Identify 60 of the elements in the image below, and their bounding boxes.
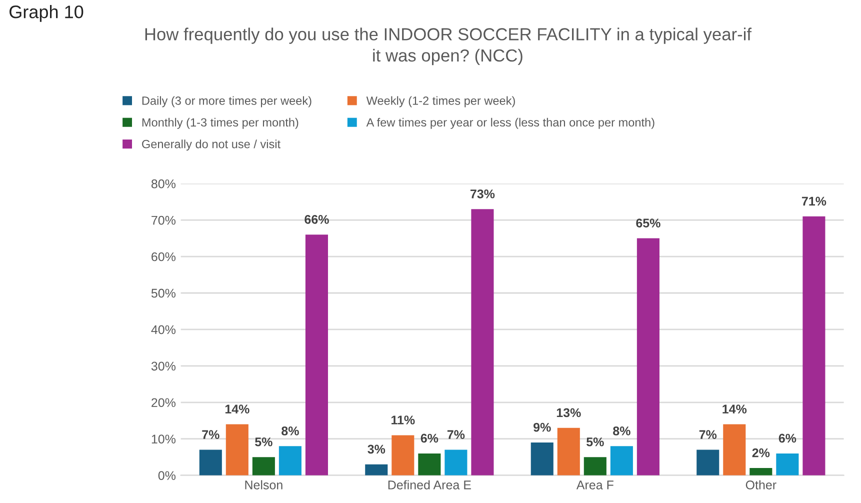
data-label: 8% bbox=[613, 426, 630, 436]
bar bbox=[305, 234, 328, 476]
data-label: 6% bbox=[778, 434, 796, 443]
data-label: 8% bbox=[282, 426, 299, 436]
data-label: 66% bbox=[304, 214, 329, 224]
bar bbox=[696, 450, 720, 476]
y-tick-label: 30% bbox=[151, 362, 176, 371]
legend-label: Weekly (1-2 times per week) bbox=[366, 96, 515, 108]
bar bbox=[584, 457, 606, 476]
data-label: 5% bbox=[586, 437, 604, 446]
bar bbox=[418, 453, 441, 476]
bar bbox=[199, 450, 222, 476]
y-tick-label: 50% bbox=[151, 288, 176, 298]
y-tick-label: 40% bbox=[151, 325, 176, 334]
y-tick-label: 80% bbox=[151, 179, 176, 188]
bar bbox=[610, 446, 633, 476]
data-label: 2% bbox=[752, 448, 770, 458]
bar bbox=[471, 209, 494, 476]
bar bbox=[776, 453, 799, 476]
x-tick-label: Nelson bbox=[245, 480, 282, 490]
bar bbox=[392, 435, 414, 476]
x-tick-label: Defined Area E bbox=[388, 480, 471, 490]
legend-label: Generally do not use / visit bbox=[142, 140, 280, 151]
bar bbox=[252, 457, 275, 476]
y-tick-label: 10% bbox=[152, 434, 176, 444]
bar bbox=[723, 424, 746, 476]
bar bbox=[750, 468, 772, 476]
data-label: 71% bbox=[802, 196, 826, 206]
bar bbox=[365, 464, 388, 476]
data-label: 6% bbox=[420, 434, 438, 443]
y-tick-label: 60% bbox=[152, 252, 176, 262]
data-label: 7% bbox=[699, 430, 717, 439]
data-label: 14% bbox=[225, 404, 250, 414]
bar bbox=[444, 450, 468, 476]
data-label: 7% bbox=[202, 430, 220, 439]
bar bbox=[226, 424, 248, 476]
x-tick-label: Area F bbox=[576, 480, 614, 490]
data-label: 5% bbox=[255, 437, 272, 446]
data-label: 13% bbox=[556, 408, 581, 418]
x-tick-label: Other bbox=[746, 480, 776, 490]
bar bbox=[278, 446, 302, 476]
legend-label: Monthly (1-3 times per month) bbox=[142, 118, 298, 129]
data-label: 65% bbox=[636, 218, 660, 228]
data-label: 73% bbox=[470, 189, 495, 198]
y-tick-label: 70% bbox=[152, 216, 176, 225]
data-label: 7% bbox=[447, 430, 465, 439]
data-label: 3% bbox=[368, 444, 386, 454]
data-label: 9% bbox=[534, 422, 551, 432]
legend-label: A few times per year or less (less than once per month) bbox=[366, 118, 654, 129]
bar bbox=[557, 428, 580, 476]
chart-title: How frequently do you use the INDOOR SOCCER FACILITY in a typical year-if it was open? (NCC) bbox=[145, 28, 752, 66]
y-tick-label: 20% bbox=[152, 398, 176, 408]
bar bbox=[636, 238, 660, 476]
legend-label: Daily (3 or more times per week) bbox=[142, 96, 312, 108]
bar bbox=[802, 216, 826, 476]
y-tick-label: 0% bbox=[158, 471, 176, 480]
data-label: 11% bbox=[392, 416, 415, 424]
data-label: 14% bbox=[722, 404, 747, 414]
bar bbox=[530, 442, 554, 476]
caption: Graph 10 bbox=[10, 5, 84, 22]
